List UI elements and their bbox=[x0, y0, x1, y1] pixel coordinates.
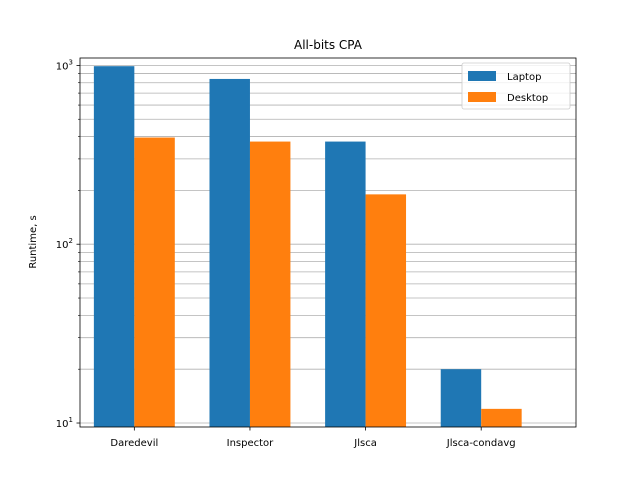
y-tick-label: 101 bbox=[56, 416, 73, 430]
x-tick-label: Inspector bbox=[227, 438, 275, 449]
bar-desktop-inspector bbox=[249, 141, 291, 427]
bar-desktop-jlsca bbox=[365, 194, 407, 427]
x-axis: Daredevil Inspector Jlsca Jlsca-condavg bbox=[110, 427, 516, 449]
bar-laptop-jlsca-condavg bbox=[440, 369, 482, 427]
y-tick-label: 103 bbox=[56, 58, 73, 72]
x-tick-label: Daredevil bbox=[110, 438, 158, 449]
legend-swatch-laptop bbox=[468, 71, 496, 81]
plot-frame bbox=[79, 57, 577, 428]
chart-title: All-bits CPA bbox=[294, 38, 363, 52]
bar-desktop-jlsca-condavg bbox=[481, 408, 522, 427]
bar-desktop-daredevil bbox=[134, 137, 175, 427]
y-axis-label: Runtime, s bbox=[28, 215, 39, 268]
legend-label-desktop: Desktop bbox=[507, 93, 548, 104]
bar-laptop-daredevil bbox=[93, 66, 135, 427]
bars bbox=[93, 66, 522, 427]
bar-laptop-inspector bbox=[209, 78, 250, 427]
legend-swatch-desktop bbox=[468, 92, 496, 102]
y-tick-label: 102 bbox=[56, 237, 73, 251]
x-tick-label: Jlsca-condavg bbox=[446, 438, 516, 449]
legend-label-laptop: Laptop bbox=[507, 72, 541, 83]
legend: Laptop Desktop bbox=[461, 62, 571, 110]
x-tick-label: Jlsca bbox=[353, 438, 377, 449]
y-axis: 101 102 103 bbox=[56, 58, 80, 430]
bar-laptop-jlsca bbox=[325, 141, 366, 427]
